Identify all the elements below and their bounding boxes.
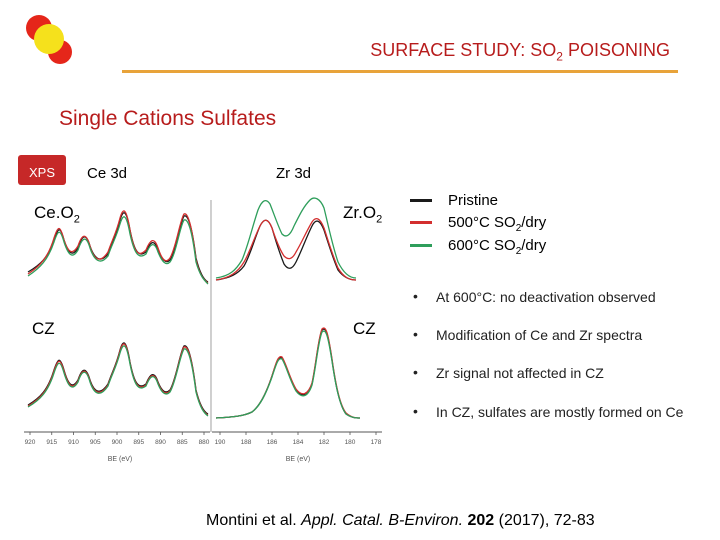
cz-left-label: CZ [32,319,55,338]
legend-600-label: 600°C SO2/dry [448,237,547,257]
bullet-item: • Modification of Ce and Zr spectra [413,326,643,343]
section-subtitle: Single Cations Sulfates [59,107,277,130]
zr-tick-label: 182 [319,439,330,446]
ce-x-axis-label: BE (eV) [108,456,133,463]
ce-tick-label: 895 [133,439,144,446]
ce-tick-label: 890 [155,439,166,446]
zr3d-header: Zr 3d [276,165,312,182]
ceo2-label: Ce.O2 [34,203,80,226]
ce-top-600-line [27,216,209,285]
ce-tick-labels: 920 915 910 905 900 895 890 885 880 [25,432,210,446]
xps-spectra-figure: 920 915 910 905 900 895 890 885 880 190 188 186 184… [24,197,382,463]
legend-500-swatch [410,221,432,224]
ce3d-header: Ce 3d [87,165,128,182]
ce-tick-label: 885 [177,439,188,446]
zr-top-pristine-line [215,219,357,281]
ce-bottom-600-line [27,345,209,417]
ce-tick-label: 905 [90,439,101,446]
zr-bottom-600-line [215,330,361,419]
legend: Pristine 500°C SO2/dry 600°C SO2/dry [410,192,610,264]
ce-tick-label: 900 [112,439,123,446]
zr-tick-label: 184 [293,439,304,446]
citation: Montini et al. Appl. Catal. B-Environ. 2… [206,512,595,529]
ce3d-top-panel [27,210,209,285]
zr-tick-label: 190 [215,439,226,446]
legend-500-label: 500°C SO2/dry [448,214,547,234]
zr-x-axis-label: BE (eV) [286,456,311,463]
xps-badge: XPS [18,155,66,185]
so2-molecule-logo [26,15,72,64]
ce-top-500-line [27,210,209,284]
zr3d-top-panel [215,197,357,281]
zr-tick-label: 180 [345,439,356,446]
bullet-item: • Zr signal not affected in CZ [413,364,604,381]
legend-600-swatch [410,244,432,247]
zr-tick-label: 188 [241,439,252,446]
legend-pristine-swatch [410,199,432,202]
zr-tick-label: 186 [267,439,278,446]
ce-tick-label: 880 [199,439,210,446]
bullet-item: • At 600°C: no deactivation observed [413,288,656,305]
zr-top-500-line [215,217,357,281]
title-underline [122,70,678,73]
zr-tick-label: 178 [371,439,382,446]
zr3d-bottom-panel [215,327,361,419]
zr-top-600-line [215,197,357,279]
ce3d-bottom-panel [27,342,209,417]
ce-bottom-500-line [27,343,209,416]
zr-tick-labels: 190 188 186 184 182 180 178 [215,432,382,446]
slide-title: SURFACE STUDY: SO2 POISONING [370,40,670,64]
zro2-label: Zr.O2 [343,203,383,226]
ce-tick-label: 915 [46,439,57,446]
cz-right-label: CZ [353,319,376,338]
bullet-item: • In CZ, sulfates are mostly formed on Ce [413,403,684,420]
ce-tick-label: 920 [25,439,36,446]
ce-tick-label: 910 [68,439,79,446]
legend-pristine-label: Pristine [448,192,499,209]
